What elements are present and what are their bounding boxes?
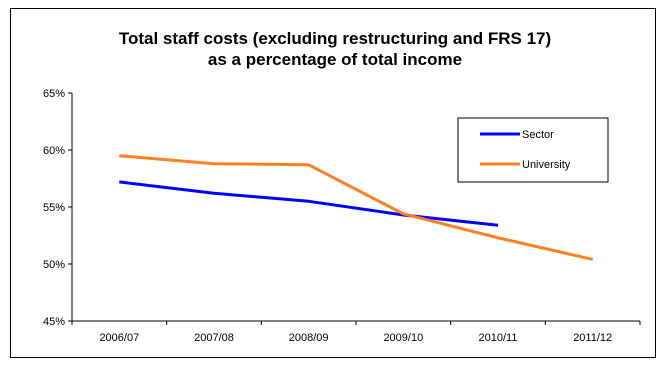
y-tick-label: 55%	[43, 202, 65, 214]
x-tick-label: 2006/07	[99, 332, 139, 344]
y-tick-label: 60%	[43, 145, 65, 157]
legend-label-university: University	[522, 159, 571, 171]
chart-frame	[10, 8, 656, 358]
legend-label-sector: Sector	[522, 129, 554, 141]
y-tick-label: 50%	[43, 259, 65, 271]
x-tick-label: 2008/09	[289, 332, 329, 344]
x-tick-label: 2007/08	[194, 332, 234, 344]
x-tick-label: 2011/12	[573, 332, 612, 344]
chart-title-line-2: as a percentage of total income	[207, 50, 463, 69]
chart-title-line-1: Total staff costs (excluding restructuri…	[118, 29, 552, 48]
x-tick-label: 2010/11	[479, 332, 518, 344]
series-line-university	[119, 154, 594, 261]
y-tick-label: 45%	[43, 316, 65, 328]
series-line-sector	[119, 180, 499, 227]
x-tick-label: 2009/10	[383, 332, 423, 344]
y-tick-label: 65%	[43, 88, 65, 100]
chart-title: Total staff costs (excluding restructuri…	[20, 28, 650, 70]
legend-box	[457, 117, 609, 183]
